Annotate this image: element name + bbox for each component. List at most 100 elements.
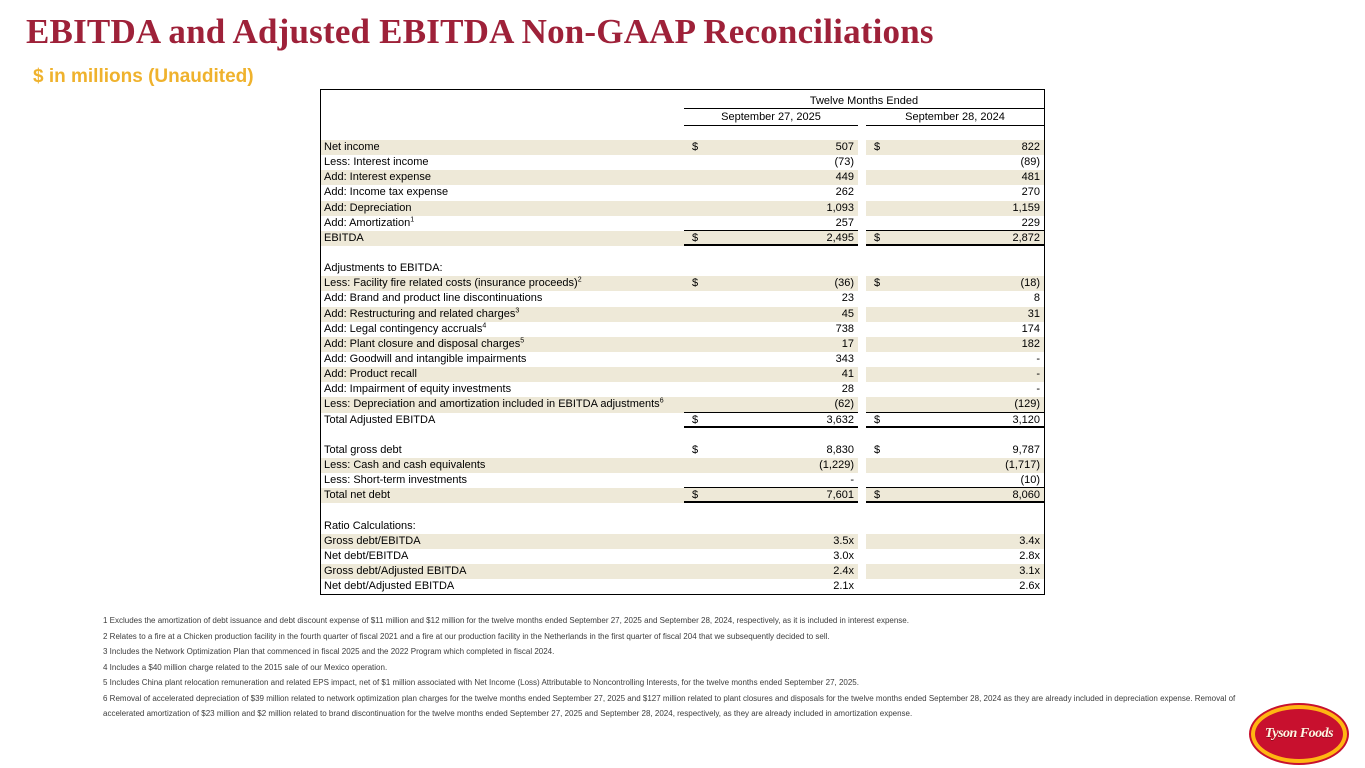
row-label	[321, 246, 684, 261]
row-value-cell: 1,093	[684, 200, 858, 216]
row-value-cell: 738	[684, 322, 858, 337]
row-label: Add: Plant closure and disposal charges5	[321, 336, 684, 352]
dollar-sign: $	[874, 443, 881, 456]
row-label: Less: Cash and cash equivalents	[321, 457, 684, 474]
row-value-cell: $ (18)	[866, 276, 1044, 292]
footnote-6: 6 Removal of accelerated depreciation of…	[103, 693, 1236, 719]
table-body: Net income $507 $822 Less: Interest income(…	[321, 140, 1044, 595]
value: (62)	[834, 398, 854, 411]
value: 28	[841, 383, 854, 396]
table-row: Add: Depreciation 1,093 1,159	[321, 200, 1044, 216]
row-value-cell: 45	[684, 306, 858, 322]
row-label: Add: Goodwill and intangible impairments	[324, 352, 527, 365]
column-gap	[858, 351, 866, 368]
column-gap	[858, 397, 866, 413]
column-gap	[858, 336, 866, 352]
value: 31	[1027, 307, 1040, 320]
column-gap	[858, 548, 866, 564]
row-value-cell	[866, 519, 1044, 534]
row-label: Less: Interest income	[324, 156, 429, 169]
value: 822	[1021, 141, 1040, 153]
row-value-cell: 3.4x	[866, 533, 1044, 549]
row-value-cell	[866, 246, 1044, 261]
value: -	[850, 474, 854, 487]
value: 507	[835, 141, 854, 153]
row-value-cell: 229	[866, 216, 1044, 231]
page-title: EBITDA and Adjusted EBITDA Non-GAAP Reco…	[26, 12, 934, 51]
column-gap	[858, 457, 866, 474]
row-value-cell: -	[866, 367, 1044, 383]
value: 2.4x	[833, 564, 854, 577]
column-gap	[858, 321, 866, 337]
row-value-cell: 2.4x	[684, 563, 858, 580]
row-value-cell: $8,830	[684, 443, 858, 458]
row-value-cell	[684, 246, 858, 261]
footnote-2: 2 Relates to a fire at a Chicken product…	[103, 631, 830, 641]
column-gap	[858, 563, 866, 580]
row-value-cell: 3.5x	[684, 533, 858, 549]
row-label: Less: Facility fire related costs (insur…	[321, 276, 684, 292]
row-value-cell: $3,120	[866, 413, 1044, 428]
value: 23	[841, 292, 854, 305]
table-row: Less: Interest income (73) (89)	[321, 155, 1044, 171]
row-label: Add: Impairment of equity investments	[324, 383, 512, 396]
row-value-cell: 2.1x	[684, 579, 858, 594]
table-row: Add: Brand and product line discontinuat…	[321, 291, 1044, 307]
table-row: Add: Interest expense 449 481	[321, 170, 1044, 186]
row-label: Total Adjusted EBITDA	[324, 413, 436, 426]
column-gap	[858, 382, 866, 398]
row-label: Add: Restructuring and related charges3	[321, 306, 684, 322]
table-row: Add: Plant closure and disposal charges5…	[321, 336, 1044, 352]
row-value-cell	[866, 503, 1044, 518]
row-label: Add: Product recall	[321, 367, 684, 383]
row-value-cell: $3,632	[684, 413, 858, 428]
table-row: Net debt/Adjusted EBITDA 2.1x 2.6x	[321, 579, 1044, 595]
value: 8,060	[1012, 489, 1040, 502]
row-label	[321, 428, 684, 443]
table-row: Net debt/EBITDA 3.0x 2.8x	[321, 548, 1044, 564]
value: 41	[841, 368, 854, 381]
value: 7,601	[826, 489, 854, 502]
footnote-3: 3 Includes the Network Optimization Plan…	[103, 647, 555, 656]
row-label: Add: Income tax expense	[324, 186, 449, 199]
table-row: Add: Amortization1 257 229	[321, 215, 1044, 231]
row-label: Net debt/EBITDA	[324, 549, 409, 562]
column-gap	[858, 170, 866, 186]
value: 449	[835, 171, 854, 184]
value: -	[1036, 352, 1040, 365]
value: 17	[841, 337, 854, 350]
row-value-cell: 17	[684, 336, 858, 352]
footnote-marker: 4	[482, 322, 487, 330]
table-row: Add: Income tax expense 262 270	[321, 185, 1044, 201]
value: 2.6x	[1019, 580, 1040, 593]
value: 45	[841, 307, 854, 320]
row-label: Total gross debt	[324, 443, 402, 456]
value: 9,787	[1012, 443, 1040, 456]
row-label: Net debt/Adjusted EBITDA	[324, 580, 455, 593]
value: 738	[835, 322, 854, 335]
table-row: Add: Impairment of equity investments 28 -	[321, 382, 1044, 398]
footnote-1: 1 Excludes the amortization of debt issu…	[103, 616, 909, 625]
row-value-cell: 8	[866, 291, 1044, 306]
value: (89)	[1020, 156, 1040, 169]
value: 8	[1033, 292, 1040, 305]
page-subtitle: $ in millions (Unaudited)	[33, 66, 254, 87]
row-label: Total net debt	[321, 488, 684, 504]
table-row: EBITDA $2,495 $2,872	[321, 230, 1044, 246]
row-value-cell	[684, 428, 858, 443]
row-value-cell: 23	[684, 291, 858, 306]
row-label: Net income	[321, 140, 684, 156]
row-value-cell: 257	[684, 216, 858, 231]
table-row: Less: Cash and cash equivalents (1,229) (1…	[321, 457, 1044, 474]
column-gap	[858, 140, 866, 156]
row-value-cell: 449	[684, 170, 858, 186]
table-row: Total Adjusted EBITDA $3,632 $3,120	[321, 412, 1044, 428]
column-gap	[858, 215, 866, 231]
row-label: Add: Amortization1	[324, 216, 415, 229]
row-label: Add: Interest expense	[321, 170, 684, 186]
logo-oval-icon: Tyson Foods	[1251, 705, 1347, 763]
dollar-sign: $	[692, 413, 699, 426]
value: (36)	[834, 277, 854, 290]
header-period-label: Twelve Months Ended	[684, 94, 1044, 109]
footnote-marker: 5	[520, 337, 525, 345]
